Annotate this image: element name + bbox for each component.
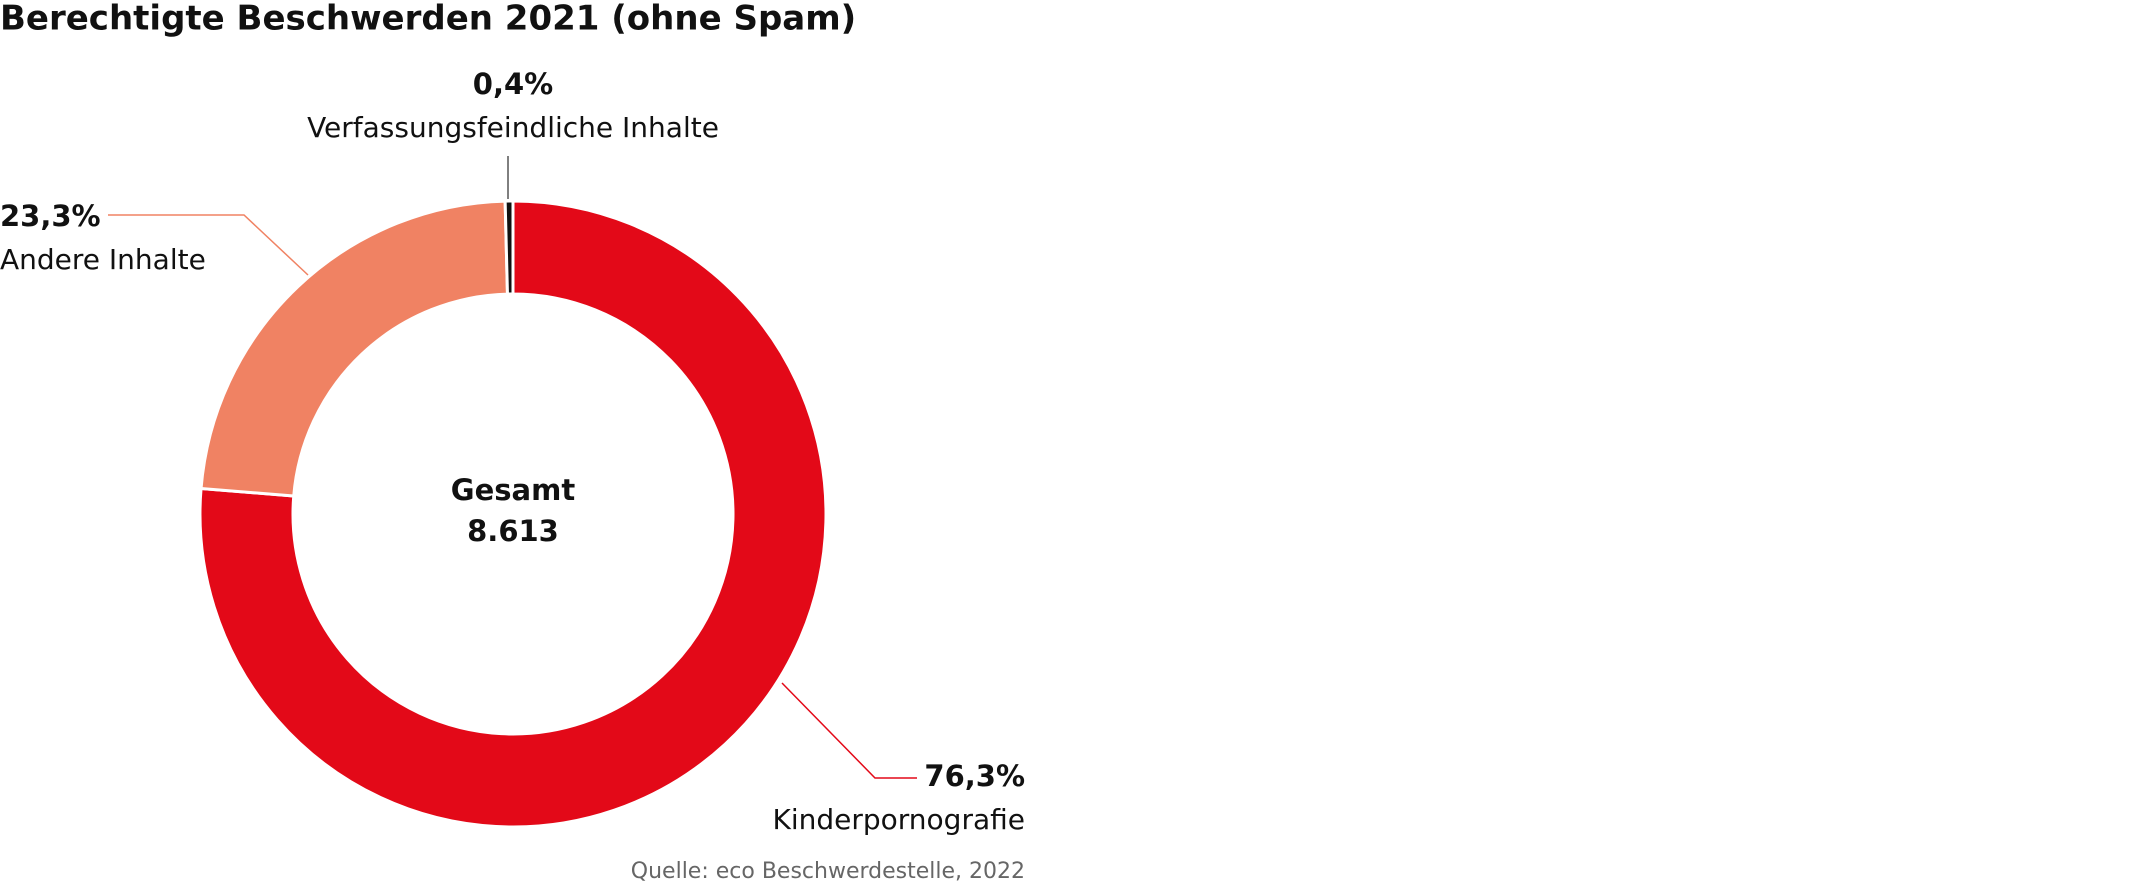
leader-line xyxy=(781,682,917,779)
donut-segment xyxy=(198,199,828,829)
value-label: 76,3% xyxy=(924,759,1025,793)
category-label: Andere Inhalte xyxy=(0,243,206,276)
value-label: 0,4% xyxy=(473,67,553,101)
leader-line xyxy=(108,214,309,276)
category-label: Kinderpornografie xyxy=(772,803,1025,836)
chart-title: Berechtigte Beschwerden 2021 (ohne Spam) xyxy=(0,0,856,39)
donut-segment xyxy=(503,199,515,296)
category-label: Verfassungsfeindliche Inhalte xyxy=(307,111,719,144)
center-label: Gesamt xyxy=(451,473,576,507)
center-total: 8.613 xyxy=(467,514,559,548)
source: Quelle: eco Beschwerdestelle, 2022 xyxy=(631,859,1025,884)
value-label: 23,3% xyxy=(0,199,101,233)
donut-segment xyxy=(199,199,510,498)
